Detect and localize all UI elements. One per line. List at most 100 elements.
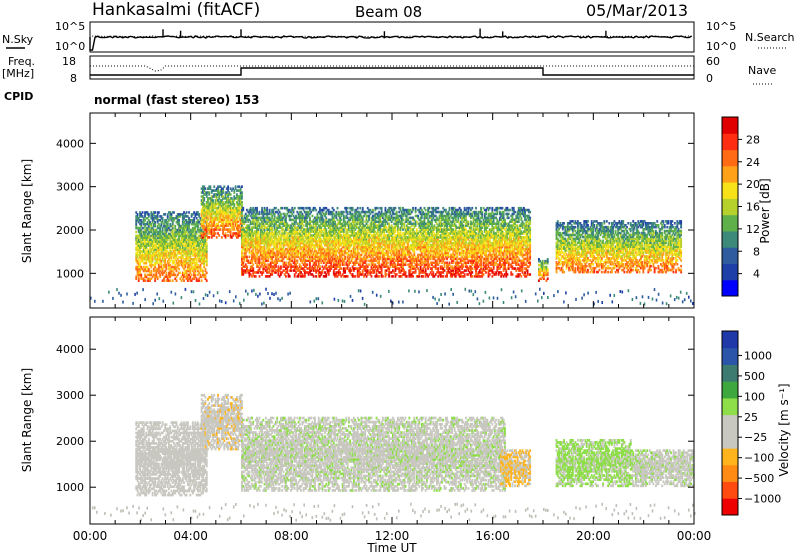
scatter-cell [140,250,143,253]
scatter-cell [257,216,260,220]
scatter-cell [292,224,295,227]
scatter-cell [253,232,256,235]
scatter-cell [147,258,150,261]
scatter-cell [322,236,325,239]
scatter-cell [285,261,287,265]
scatter-cell [277,212,280,216]
scatter-cell [324,224,326,227]
scatter-cell [321,259,324,263]
scatter-cell [256,228,258,231]
scatter-cell [315,216,318,220]
scatter-cell [317,216,320,220]
scatter-cell [137,230,140,234]
scatter-cell [156,256,159,259]
scatter-cell [175,217,178,220]
scatter-cell [198,220,201,224]
scatter-cell [315,242,318,245]
scatter-cell [190,236,193,240]
scatter-cell [297,212,300,216]
scatter-cell [293,226,296,229]
scatter-cell [332,228,335,231]
scatter-cell [261,242,263,245]
scatter-cell [218,201,221,204]
scatter-cell [165,279,168,282]
scatter-cell [204,275,207,279]
scatter-cell [193,250,196,253]
scatter-cell [178,238,180,242]
scatter-cell [310,273,313,276]
scatter-cell [326,267,329,270]
scatter-cell [176,220,179,224]
scatter-cell [327,226,330,229]
scatter-cell [225,212,228,216]
scatter-cell [380,206,383,210]
scatter-cell [256,243,258,247]
scatter-cell [137,236,140,240]
scatter-cell [135,275,138,279]
scatter-cell [180,244,183,247]
scatter-cell [283,261,286,265]
scatter-cell [243,232,246,235]
scatter-cell [291,242,294,245]
scatter-cell [190,248,193,251]
scatter-cell [135,242,138,245]
scatter-cell [164,234,167,238]
scatter-cell [319,255,321,259]
scatter-cell [222,210,224,214]
scatter-cell [188,273,190,277]
scatter-cell [210,224,213,227]
scatter-cell [315,263,318,266]
scatter-cell [189,252,192,255]
scatter-cell [319,245,321,249]
scatter-cell [165,238,168,242]
scatter-cell [151,232,154,236]
scatter-cell [291,255,294,259]
scatter-cell [185,236,188,240]
scatter-cell [232,214,235,218]
scatter-cell [204,212,207,216]
scatter-cell [169,240,172,243]
scatter-cell [144,244,146,247]
scatter-cell [189,258,192,261]
scatter-cell [175,246,178,249]
scatter-cell [315,259,318,263]
scatter-cell [137,267,140,271]
scatter-cell [173,250,175,253]
scatter-cell [257,224,260,227]
scatter-cell [311,257,314,261]
scatter-cell [186,224,189,228]
scatter-cell [298,251,301,255]
scatter-cell [244,242,247,245]
scatter-cell [160,242,163,245]
scatter-cell [214,226,217,229]
scatter-cell [151,220,154,224]
scatter-cell [207,197,209,200]
scatter-cell [171,259,174,263]
scatter-cell [186,275,189,279]
scatter-cell [227,224,230,227]
scatter-cell [276,224,279,227]
scatter-cell [319,228,321,231]
scatter-cell [271,269,274,272]
scatter-cell [295,243,297,247]
scatter-cell [193,228,196,232]
scatter-cell [154,246,157,249]
scatter-cell [326,240,329,243]
scatter-cell [238,216,241,220]
scatter-cell [193,252,196,255]
scatter-cell [215,222,218,226]
scatter-cell [229,228,232,231]
scatter-cell [283,230,286,233]
scatter-cell [269,251,272,255]
scatter-cell [152,222,155,226]
scatter-cell [190,279,193,282]
scatter-cell [272,220,275,224]
scatter-cell [316,245,319,249]
scatter-cell [254,275,257,278]
scatter-cell [248,245,251,249]
scatter-cell [208,224,211,227]
scatter-cell [198,213,201,216]
scatter-cell [249,238,252,241]
scatter-cell [135,246,138,249]
scatter-cell [190,230,193,234]
